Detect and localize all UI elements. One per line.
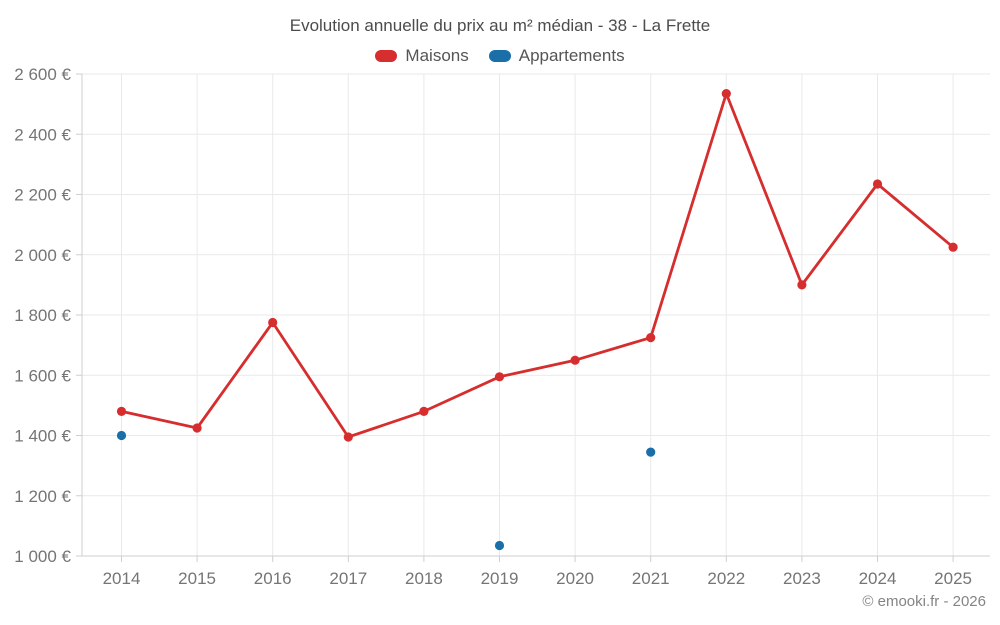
data-point-appartements[interactable] (646, 447, 656, 457)
data-point-maisons[interactable] (192, 423, 202, 433)
x-tick-label: 2015 (178, 569, 216, 588)
legend-label-maisons: Maisons (405, 46, 469, 65)
y-tick-label: 2 400 € (14, 125, 71, 144)
x-tick-label: 2022 (707, 569, 745, 588)
x-tick-label: 2014 (103, 569, 141, 588)
data-point-maisons[interactable] (419, 406, 429, 416)
data-point-maisons[interactable] (570, 355, 580, 365)
x-tick-label: 2025 (934, 569, 972, 588)
legend-swatch-maisons-icon (375, 50, 398, 62)
data-point-appartements[interactable] (494, 540, 505, 551)
x-tick-label: 2023 (783, 569, 821, 588)
x-tick-label: 2019 (481, 569, 519, 588)
y-tick-label: 1 400 € (14, 427, 71, 446)
legend-item-appartements[interactable]: Appartements (488, 46, 625, 66)
x-tick-label: 2016 (254, 569, 292, 588)
series-line-maisons (120, 92, 955, 439)
y-tick-label: 2 000 € (14, 246, 71, 265)
chart-title: Evolution annuelle du prix au m² médian … (289, 16, 711, 35)
x-tick-label: 2024 (859, 569, 897, 588)
y-tick-label: 2 600 € (14, 65, 71, 84)
y-tick-label: 1 800 € (14, 306, 71, 325)
data-point-maisons[interactable] (646, 333, 656, 343)
data-point-maisons[interactable] (797, 280, 807, 290)
legend-label-appartements: Appartements (518, 46, 625, 65)
y-tick-label: 1 000 € (14, 547, 71, 566)
chart-legend: Maisons Appartements (0, 46, 1000, 66)
y-tick-label: 1 200 € (14, 487, 71, 506)
legend-swatch-appartements-icon (488, 50, 511, 62)
legend-item-maisons[interactable]: Maisons (375, 46, 469, 66)
y-tick-label: 1 600 € (14, 366, 71, 385)
data-point-maisons[interactable] (721, 89, 731, 99)
data-point-maisons[interactable] (116, 406, 127, 416)
x-tick-label: 2020 (556, 569, 594, 588)
x-tick-label: 2018 (405, 569, 443, 588)
x-tick-label: 2017 (329, 569, 367, 588)
data-point-appartements[interactable] (116, 430, 127, 441)
copyright-watermark: © emooki.fr - 2026 (862, 593, 986, 610)
data-point-maisons[interactable] (948, 242, 958, 252)
data-point-maisons[interactable] (343, 432, 353, 442)
x-tick-label: 2021 (632, 569, 670, 588)
data-point-maisons[interactable] (494, 372, 505, 382)
data-point-maisons[interactable] (268, 317, 278, 328)
data-point-maisons[interactable] (872, 179, 883, 189)
y-tick-label: 2 200 € (14, 186, 71, 205)
